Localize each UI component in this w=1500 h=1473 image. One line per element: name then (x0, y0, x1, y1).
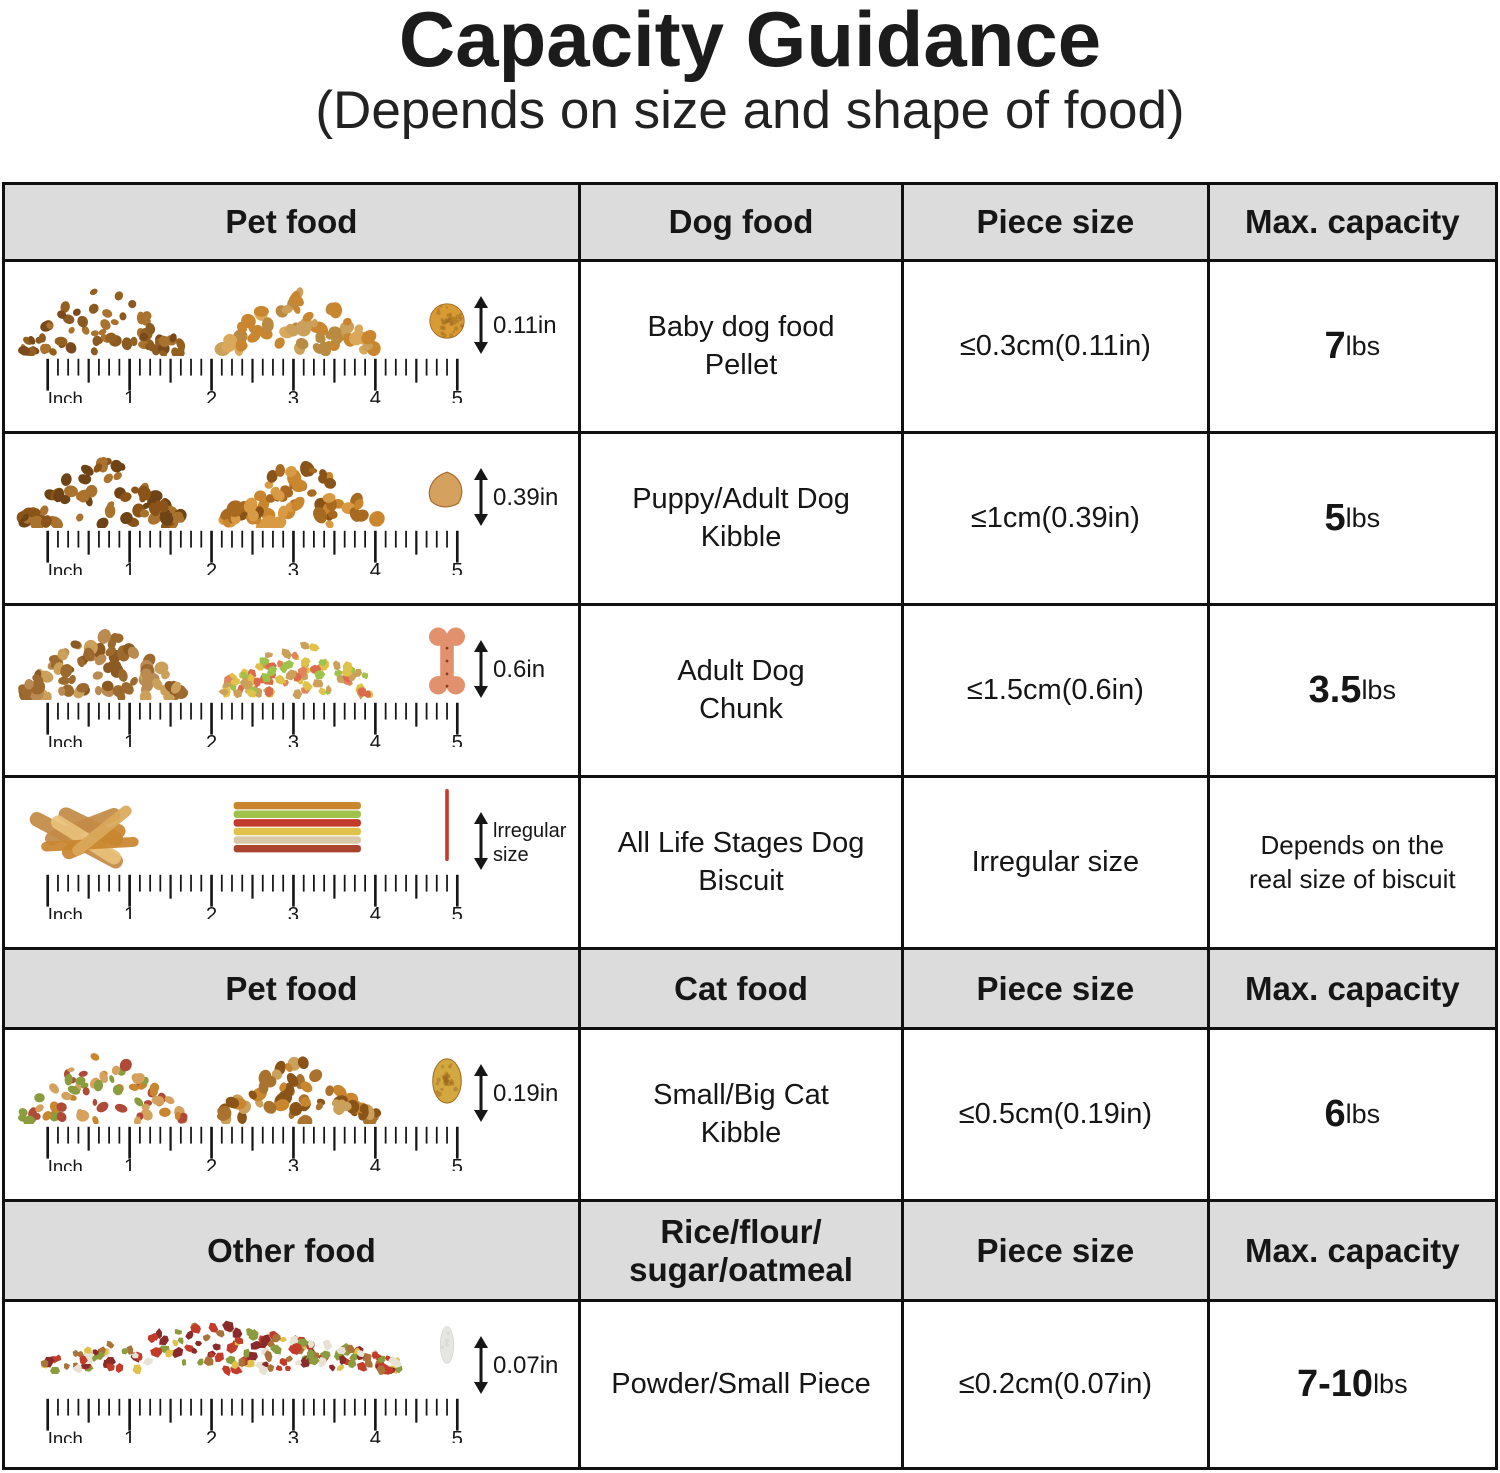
svg-text:4: 4 (370, 904, 381, 919)
svg-text:2: 2 (206, 388, 217, 403)
svg-text:5: 5 (452, 560, 463, 575)
svg-text:3: 3 (288, 560, 299, 575)
svg-text:4: 4 (370, 1428, 381, 1443)
svg-text:5: 5 (452, 388, 463, 403)
svg-text:2: 2 (206, 732, 217, 747)
svg-text:4: 4 (370, 388, 381, 403)
svg-text:size: size (493, 844, 529, 866)
svg-text:0.19in: 0.19in (493, 1080, 558, 1107)
svg-text:4: 4 (370, 1156, 381, 1171)
svg-text:0.07in: 0.07in (493, 1352, 558, 1379)
svg-text:3: 3 (288, 388, 299, 403)
svg-text:2: 2 (206, 904, 217, 919)
svg-text:1: 1 (124, 1428, 135, 1443)
svg-text:1: 1 (124, 560, 135, 575)
svg-text:5: 5 (452, 904, 463, 919)
svg-text:1: 1 (124, 904, 135, 919)
svg-text:0.11in: 0.11in (493, 312, 557, 339)
svg-text:3: 3 (288, 732, 299, 747)
svg-text:Inch: Inch (48, 560, 83, 575)
svg-text:0.6in: 0.6in (493, 656, 545, 683)
svg-text:Inch: Inch (48, 388, 83, 403)
svg-text:2: 2 (206, 1428, 217, 1443)
svg-text:lrregular: lrregular (493, 820, 567, 842)
svg-text:Inch: Inch (48, 732, 83, 747)
svg-text:5: 5 (452, 1156, 463, 1171)
svg-text:1: 1 (124, 732, 135, 747)
svg-text:Inch: Inch (48, 1156, 83, 1171)
svg-text:3: 3 (288, 1156, 299, 1171)
svg-text:1: 1 (124, 388, 135, 403)
svg-text:Inch: Inch (48, 904, 83, 919)
svg-text:1: 1 (124, 1156, 135, 1171)
svg-text:2: 2 (206, 1156, 217, 1171)
svg-text:3: 3 (288, 904, 299, 919)
svg-text:3: 3 (288, 1428, 299, 1443)
svg-text:2: 2 (206, 560, 217, 575)
svg-text:5: 5 (452, 732, 463, 747)
svg-text:0.39in: 0.39in (493, 484, 558, 511)
svg-text:Inch: Inch (48, 1428, 83, 1443)
svg-text:5: 5 (452, 1428, 463, 1443)
svg-text:4: 4 (370, 732, 381, 747)
svg-text:4: 4 (370, 560, 381, 575)
